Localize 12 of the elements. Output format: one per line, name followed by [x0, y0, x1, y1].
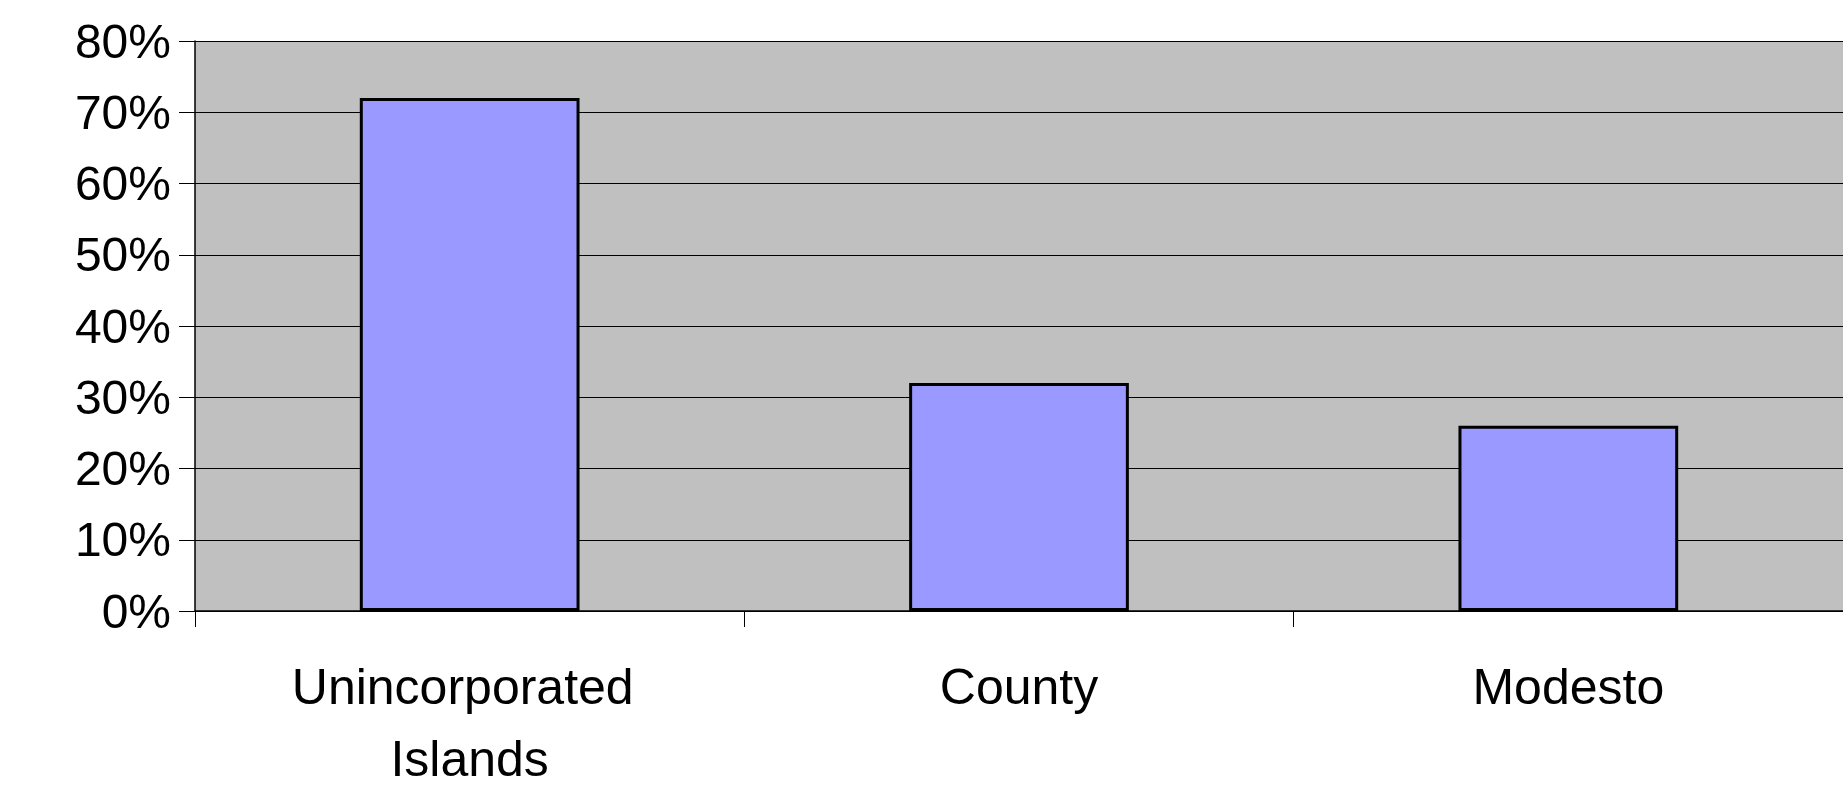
- y-tick-label: 70%: [74, 85, 171, 139]
- y-tick-label: 40%: [74, 299, 171, 353]
- x-tick-label: Unincorporated Islands: [291, 659, 648, 787]
- y-tick-label: 30%: [74, 370, 171, 424]
- y-tick-label: 20%: [74, 442, 171, 495]
- y-tick-label: 50%: [74, 228, 171, 282]
- x-tick-label: County: [939, 659, 1099, 715]
- x-tick-label: Modesto: [1472, 659, 1665, 715]
- y-tick-label: 0%: [101, 584, 171, 638]
- y-tick-label: 60%: [74, 157, 171, 210]
- y-tick-label: 10%: [74, 513, 171, 567]
- y-tick-label: 80%: [74, 14, 171, 68]
